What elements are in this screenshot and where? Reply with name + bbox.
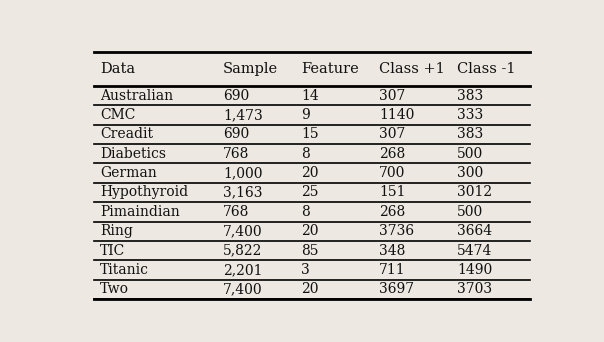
Text: 500: 500 [457, 147, 483, 161]
Text: 9: 9 [301, 108, 310, 122]
Text: 768: 768 [223, 147, 249, 161]
Text: 3012: 3012 [457, 185, 492, 199]
Text: CMC: CMC [100, 108, 135, 122]
Text: 20: 20 [301, 224, 319, 238]
Text: Two: Two [100, 282, 129, 297]
Text: 7,400: 7,400 [223, 224, 263, 238]
Text: 25: 25 [301, 185, 319, 199]
Text: 7,400: 7,400 [223, 282, 263, 297]
Text: 700: 700 [379, 166, 405, 180]
Text: 3736: 3736 [379, 224, 414, 238]
Text: 3664: 3664 [457, 224, 492, 238]
Text: 20: 20 [301, 166, 319, 180]
Text: 268: 268 [379, 205, 405, 219]
Text: Ring: Ring [100, 224, 133, 238]
Text: TIC: TIC [100, 244, 125, 258]
Text: 2,201: 2,201 [223, 263, 263, 277]
Text: 500: 500 [457, 205, 483, 219]
Text: Class -1: Class -1 [457, 62, 516, 76]
Text: 348: 348 [379, 244, 405, 258]
Text: 85: 85 [301, 244, 319, 258]
Text: 383: 383 [457, 89, 483, 103]
Text: 5474: 5474 [457, 244, 492, 258]
Text: 711: 711 [379, 263, 406, 277]
Text: 1490: 1490 [457, 263, 492, 277]
Text: Diabetics: Diabetics [100, 147, 166, 161]
Text: 333: 333 [457, 108, 483, 122]
Text: 3: 3 [301, 263, 310, 277]
Text: Pimaindian: Pimaindian [100, 205, 179, 219]
Text: 14: 14 [301, 89, 319, 103]
Text: 690: 690 [223, 89, 249, 103]
Text: Creadit: Creadit [100, 127, 153, 141]
Text: Data: Data [100, 62, 135, 76]
Text: 768: 768 [223, 205, 249, 219]
Text: Hypothyroid: Hypothyroid [100, 185, 188, 199]
Text: Australian: Australian [100, 89, 173, 103]
Text: Sample: Sample [223, 62, 278, 76]
Text: Titanic: Titanic [100, 263, 149, 277]
Text: 3703: 3703 [457, 282, 492, 297]
Text: Feature: Feature [301, 62, 359, 76]
Text: 8: 8 [301, 147, 310, 161]
Text: 5,822: 5,822 [223, 244, 263, 258]
Text: German: German [100, 166, 156, 180]
Text: 151: 151 [379, 185, 406, 199]
Text: 15: 15 [301, 127, 319, 141]
Text: 20: 20 [301, 282, 319, 297]
Text: 307: 307 [379, 127, 405, 141]
Text: 8: 8 [301, 205, 310, 219]
Text: 1,473: 1,473 [223, 108, 263, 122]
Text: 307: 307 [379, 89, 405, 103]
Text: 3,163: 3,163 [223, 185, 263, 199]
Text: 1,000: 1,000 [223, 166, 263, 180]
Text: 300: 300 [457, 166, 483, 180]
Text: 3697: 3697 [379, 282, 414, 297]
Text: 690: 690 [223, 127, 249, 141]
Text: 1140: 1140 [379, 108, 414, 122]
Text: 383: 383 [457, 127, 483, 141]
Text: 268: 268 [379, 147, 405, 161]
Text: Class +1: Class +1 [379, 62, 445, 76]
